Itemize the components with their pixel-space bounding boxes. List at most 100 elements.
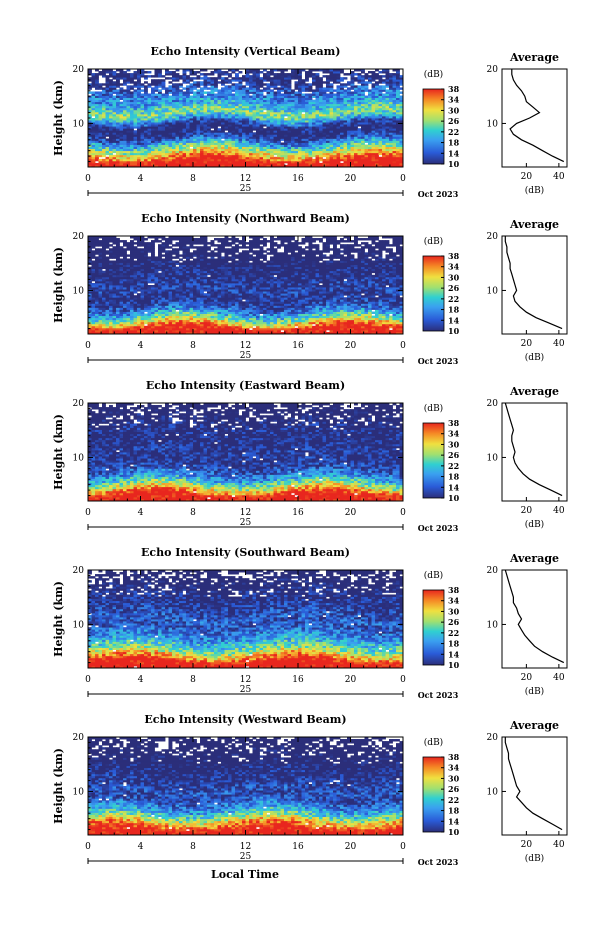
heatmap-cell — [189, 134, 194, 137]
heatmap-cell — [382, 146, 386, 150]
heatmap-cell — [343, 126, 348, 129]
heatmap-cell — [343, 89, 348, 92]
heatmap-cell — [179, 158, 183, 162]
heatmap-cell — [252, 134, 257, 137]
heatmap-cell — [270, 144, 274, 147]
heatmap-cell — [396, 152, 400, 156]
heatmap-cell — [298, 140, 302, 143]
heatmap-cell — [116, 158, 120, 162]
heatmap-cell — [294, 140, 299, 143]
heatmap-cell — [196, 128, 201, 131]
heatmap-cell — [301, 120, 306, 123]
heatmap-cell — [364, 148, 369, 152]
heatmap-cell — [361, 158, 365, 162]
heatmap-cell — [161, 146, 166, 150]
heatmap-cell — [144, 142, 148, 145]
heatmap-cell — [333, 130, 337, 133]
heatmap-cell — [371, 142, 376, 145]
heatmap-cell — [364, 140, 369, 143]
heatmap-cell — [154, 126, 159, 129]
heatmap-cell — [347, 113, 351, 117]
heatmap-cell — [161, 156, 166, 160]
heatmap-cell — [182, 152, 187, 156]
heatmap-cell — [326, 75, 330, 78]
heatmap-cell — [249, 95, 253, 98]
heatmap-cell — [98, 115, 103, 119]
heatmap-cell — [312, 73, 316, 76]
heatmap-cell — [336, 156, 341, 160]
heatmap-cell — [105, 118, 110, 121]
heatmap-cell — [392, 160, 397, 164]
heatmap-cell — [270, 156, 274, 160]
heatmap-cell — [95, 156, 99, 160]
heatmap-cell — [119, 142, 124, 145]
x-tick-label: 0 — [400, 174, 406, 184]
panel-1: Echo Intensity (Vertical Beam)0 4 8 12 16 20 0… — [52, 45, 568, 199]
heatmap-cell — [165, 126, 169, 129]
heatmap-cell — [210, 130, 215, 133]
heatmap-cell — [200, 120, 204, 123]
heatmap-cell — [217, 132, 222, 135]
heatmap-cell — [144, 75, 148, 78]
heatmap-cell — [189, 148, 194, 152]
heatmap-cell — [109, 140, 113, 143]
heatmap-cell — [378, 113, 383, 117]
heatmap-cell — [189, 162, 194, 166]
heatmap-cell — [221, 124, 225, 127]
heatmap-cell — [322, 128, 327, 131]
heatmap-cell — [95, 164, 99, 168]
heatmap-cell — [315, 164, 320, 168]
heatmap-cell — [347, 130, 351, 133]
heatmap-cell — [203, 158, 208, 162]
heatmap-cell — [326, 126, 330, 129]
heatmap-cell — [347, 136, 351, 139]
heatmap-cell — [179, 120, 183, 123]
heatmap-cell — [319, 77, 323, 80]
heatmap-cell — [277, 124, 281, 127]
heatmap-cell — [242, 136, 246, 139]
heatmap-cell — [270, 111, 274, 115]
heatmap-cell — [123, 120, 127, 123]
heatmap-cell — [382, 158, 386, 162]
heatmap-cell — [168, 154, 173, 158]
heatmap-cell — [224, 148, 229, 152]
heatmap-cell — [385, 134, 390, 137]
heatmap-cell — [228, 140, 232, 143]
heatmap-cell — [375, 152, 379, 156]
heatmap-cell — [301, 134, 306, 137]
heatmap-cell — [375, 73, 379, 76]
heatmap-cell — [102, 162, 106, 166]
heatmap-cell — [186, 120, 190, 123]
heatmap-cell — [319, 122, 323, 125]
heatmap-cell — [186, 148, 190, 152]
heatmap-cell — [228, 79, 232, 82]
heatmap-cell — [189, 154, 194, 158]
heatmap-cell — [123, 146, 127, 150]
heatmap-cell — [301, 152, 306, 156]
heatmap-cell — [354, 122, 358, 125]
heatmap-cell — [182, 160, 187, 164]
heatmap-cell — [109, 160, 113, 164]
heatmap-cell — [277, 87, 281, 90]
heatmap-cell — [235, 164, 239, 168]
heatmap-cell — [238, 111, 243, 115]
heatmap-cell — [389, 136, 393, 139]
heatmap-cell — [224, 71, 229, 74]
heatmap-cell — [357, 152, 362, 156]
heatmap-cell — [200, 156, 204, 160]
heatmap-cell — [336, 122, 341, 125]
heatmap-cell — [396, 140, 400, 143]
heatmap-cell — [322, 152, 327, 156]
heatmap-cell — [287, 120, 292, 123]
heatmap-cell — [347, 156, 351, 160]
heatmap-cell — [266, 122, 271, 125]
heatmap-cell — [98, 150, 103, 154]
heatmap-cell — [165, 150, 169, 154]
heatmap-cell — [123, 118, 127, 121]
heatmap-cell — [347, 118, 351, 121]
heatmap-cell — [319, 138, 323, 141]
heatmap-cell — [116, 144, 120, 147]
heatmap-cell — [301, 150, 306, 154]
heatmap-cell — [102, 87, 106, 90]
heatmap-cell — [123, 128, 127, 131]
